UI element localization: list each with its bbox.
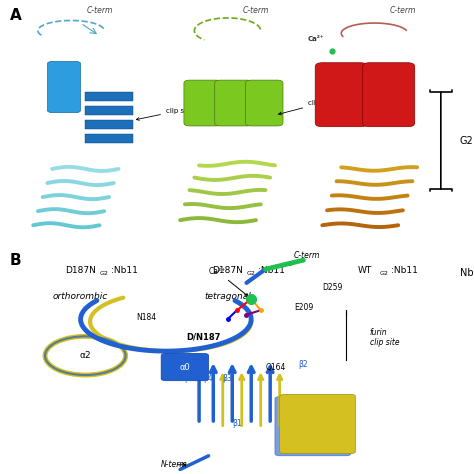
Text: Ca²⁺: Ca²⁺: [209, 267, 248, 296]
Bar: [85, 106, 133, 115]
FancyBboxPatch shape: [315, 63, 367, 127]
FancyBboxPatch shape: [215, 80, 252, 126]
Text: N184: N184: [137, 312, 156, 321]
Bar: [85, 92, 133, 101]
Text: D187N: D187N: [212, 266, 243, 275]
Text: D259: D259: [322, 283, 343, 292]
Text: β1: β1: [232, 419, 242, 428]
Text: β5: β5: [185, 374, 194, 383]
Text: furin
clip site: furin clip site: [370, 328, 399, 347]
FancyBboxPatch shape: [161, 354, 209, 381]
Bar: [85, 135, 133, 143]
Text: D/N187: D/N187: [187, 333, 221, 342]
Text: clip site: clip site: [137, 108, 193, 120]
Text: β2: β2: [299, 360, 308, 369]
Text: C-term: C-term: [86, 6, 113, 15]
Bar: [85, 120, 133, 129]
Text: A: A: [9, 8, 21, 23]
Text: E209: E209: [294, 303, 313, 312]
Text: Ca²⁺: Ca²⁺: [308, 36, 325, 42]
Text: G2: G2: [460, 136, 474, 146]
Text: tetragonal: tetragonal: [204, 292, 251, 301]
FancyBboxPatch shape: [280, 394, 356, 454]
Text: Nb11: Nb11: [460, 268, 474, 278]
Text: :Nb11: :Nb11: [391, 266, 418, 275]
FancyBboxPatch shape: [275, 397, 351, 456]
Text: B: B: [9, 253, 21, 268]
Text: C-term: C-term: [288, 251, 320, 265]
Text: β3: β3: [223, 374, 232, 383]
Text: α0: α0: [180, 363, 190, 372]
Text: G2: G2: [379, 271, 388, 276]
FancyBboxPatch shape: [363, 63, 415, 127]
Text: α2: α2: [80, 351, 91, 360]
Text: G2: G2: [246, 271, 255, 276]
Text: G2: G2: [100, 271, 109, 276]
Text: C-term: C-term: [243, 6, 269, 15]
Text: :Nb11: :Nb11: [111, 266, 138, 275]
Text: WT: WT: [358, 266, 372, 275]
Text: N-term: N-term: [161, 460, 188, 469]
Text: :Nb11: :Nb11: [258, 266, 285, 275]
FancyBboxPatch shape: [47, 62, 81, 113]
FancyBboxPatch shape: [184, 80, 221, 126]
Text: C-term: C-term: [390, 6, 416, 15]
FancyBboxPatch shape: [246, 80, 283, 126]
Text: clip site: clip site: [279, 100, 335, 115]
Text: β4: β4: [204, 374, 213, 383]
Text: orthorombic: orthorombic: [53, 292, 108, 301]
Text: α1: α1: [307, 422, 319, 431]
Text: Q164: Q164: [265, 363, 286, 372]
Text: D187N: D187N: [65, 266, 96, 275]
